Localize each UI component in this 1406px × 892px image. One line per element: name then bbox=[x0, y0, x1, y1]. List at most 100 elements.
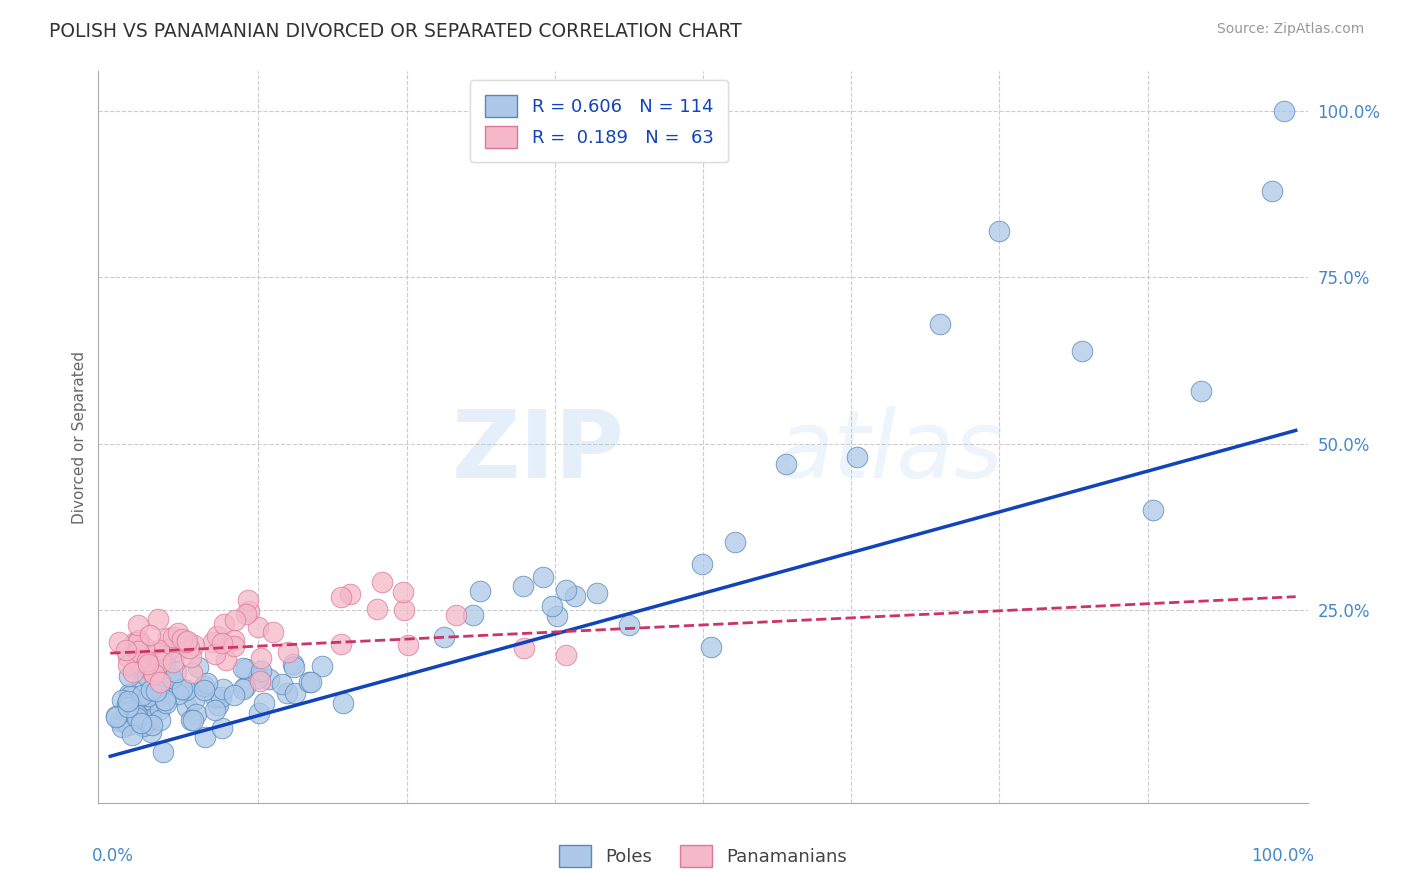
Point bbox=[136, 669, 159, 683]
Point bbox=[236, 593, 259, 607]
Point bbox=[211, 636, 233, 650]
Point bbox=[283, 660, 305, 674]
Point bbox=[277, 645, 299, 659]
Point bbox=[170, 681, 193, 696]
Text: POLISH VS PANAMANIAN DIVORCED OR SEPARATED CORRELATION CHART: POLISH VS PANAMANIAN DIVORCED OR SEPARAT… bbox=[49, 22, 742, 41]
Point bbox=[136, 654, 159, 668]
Point bbox=[132, 694, 155, 708]
Point bbox=[1189, 384, 1212, 398]
Point bbox=[153, 693, 176, 707]
Y-axis label: Divorced or Separated: Divorced or Separated bbox=[72, 351, 87, 524]
Point bbox=[202, 635, 225, 649]
Point bbox=[585, 586, 607, 600]
Point bbox=[127, 643, 149, 657]
Point bbox=[207, 698, 229, 713]
Point bbox=[155, 657, 177, 671]
Point bbox=[1071, 343, 1094, 358]
Text: ZIP: ZIP bbox=[451, 406, 624, 498]
Point bbox=[142, 666, 165, 681]
Point bbox=[1261, 184, 1284, 198]
Point bbox=[180, 713, 202, 727]
Point bbox=[446, 608, 468, 623]
Point bbox=[181, 665, 204, 680]
Point bbox=[247, 620, 270, 634]
Point bbox=[149, 653, 172, 667]
Point bbox=[222, 633, 245, 648]
Point bbox=[617, 617, 640, 632]
Point bbox=[167, 625, 190, 640]
Point bbox=[143, 667, 166, 681]
Point bbox=[149, 655, 172, 669]
Point bbox=[157, 641, 180, 656]
Point bbox=[155, 697, 177, 711]
Point bbox=[174, 635, 197, 649]
Point bbox=[284, 686, 307, 700]
Point bbox=[330, 637, 353, 651]
Point bbox=[235, 607, 257, 621]
Point bbox=[339, 587, 361, 601]
Point bbox=[690, 557, 713, 571]
Point bbox=[176, 700, 198, 714]
Point bbox=[115, 697, 138, 711]
Point bbox=[149, 702, 172, 716]
Legend: R = 0.606   N = 114, R =  0.189   N =  63: R = 0.606 N = 114, R = 0.189 N = 63 bbox=[470, 80, 728, 162]
Point bbox=[105, 708, 128, 723]
Point bbox=[700, 640, 723, 654]
Point bbox=[157, 685, 180, 699]
Point bbox=[238, 604, 260, 618]
Point bbox=[120, 704, 142, 718]
Point bbox=[138, 658, 160, 673]
Point bbox=[391, 585, 413, 599]
Point bbox=[512, 640, 534, 655]
Text: atlas: atlas bbox=[776, 406, 1004, 497]
Point bbox=[176, 634, 198, 648]
Point bbox=[104, 709, 127, 723]
Point bbox=[250, 651, 273, 665]
Point bbox=[149, 714, 172, 728]
Point bbox=[1142, 503, 1164, 517]
Point bbox=[138, 690, 160, 704]
Point bbox=[271, 676, 294, 690]
Point bbox=[1272, 104, 1295, 119]
Point bbox=[332, 697, 354, 711]
Point bbox=[170, 632, 193, 646]
Point bbox=[111, 720, 134, 734]
Point bbox=[724, 535, 747, 549]
Point bbox=[132, 666, 155, 681]
Point bbox=[179, 640, 201, 655]
Point bbox=[371, 575, 394, 590]
Point bbox=[222, 639, 245, 653]
Point bbox=[929, 317, 952, 331]
Text: 100.0%: 100.0% bbox=[1250, 847, 1313, 864]
Point bbox=[125, 711, 148, 725]
Point bbox=[193, 682, 215, 697]
Point bbox=[127, 617, 149, 632]
Point bbox=[775, 457, 797, 471]
Point bbox=[461, 607, 484, 622]
Point bbox=[204, 690, 226, 705]
Point bbox=[531, 570, 554, 584]
Point bbox=[392, 603, 415, 617]
Point bbox=[114, 714, 136, 728]
Point bbox=[139, 712, 162, 726]
Point bbox=[181, 713, 204, 727]
Point bbox=[167, 687, 190, 701]
Point bbox=[134, 640, 156, 654]
Point bbox=[111, 693, 134, 707]
Point bbox=[132, 718, 155, 732]
Point bbox=[115, 642, 138, 657]
Point bbox=[122, 699, 145, 714]
Point bbox=[122, 665, 145, 679]
Legend: Poles, Panamanians: Poles, Panamanians bbox=[551, 838, 855, 874]
Point bbox=[207, 629, 229, 643]
Point bbox=[125, 708, 148, 723]
Point bbox=[540, 599, 562, 613]
Point bbox=[124, 635, 146, 649]
Point bbox=[141, 718, 163, 732]
Point bbox=[233, 680, 256, 694]
Point bbox=[247, 706, 270, 721]
Point bbox=[108, 635, 131, 649]
Point bbox=[170, 682, 193, 697]
Point bbox=[204, 647, 226, 661]
Point bbox=[283, 657, 305, 671]
